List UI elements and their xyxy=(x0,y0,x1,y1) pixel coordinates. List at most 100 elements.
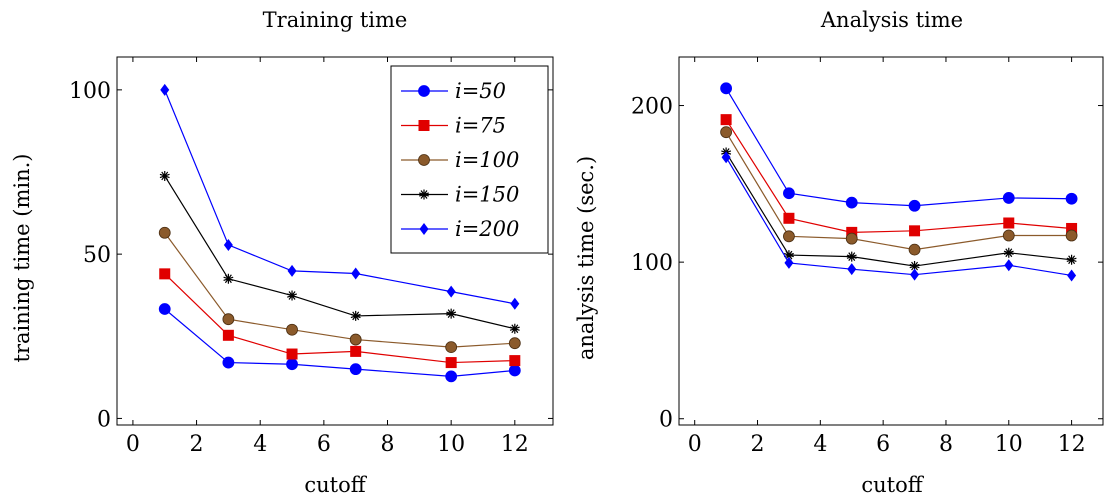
legend-label: i=150 xyxy=(455,183,519,207)
x-tick-label: 12 xyxy=(501,432,529,457)
series-i-100 xyxy=(158,226,521,354)
axis-ticks: 0 2 4 6 8 10 12 0 100 200 xyxy=(631,57,1103,457)
legend-label: i=50 xyxy=(455,79,506,103)
x-tick-label: 2 xyxy=(751,432,765,457)
series-line xyxy=(725,156,1072,277)
series-line xyxy=(164,232,515,348)
series-line xyxy=(725,152,1072,267)
y-tick-label: 100 xyxy=(69,79,111,104)
data-point xyxy=(159,170,170,181)
data-point xyxy=(223,273,234,284)
training-time-chart: Training time cutoff training time (min.… xyxy=(10,8,554,497)
data-point xyxy=(909,261,920,272)
analysis-time-chart: Analysis time cutoff analysis time (sec.… xyxy=(574,8,1104,497)
x-tick-label: 12 xyxy=(1058,432,1086,457)
x-tick-label: 2 xyxy=(190,432,204,457)
legend-label: i=75 xyxy=(455,114,506,138)
y-tick-label: 200 xyxy=(631,95,673,120)
legend-entry: i=200 xyxy=(401,217,519,241)
data-point xyxy=(845,196,858,209)
y-axis-label: training time (min.) xyxy=(10,154,34,363)
data-point xyxy=(509,355,521,367)
data-point xyxy=(287,264,297,277)
data-point xyxy=(783,230,795,243)
data-point xyxy=(223,238,233,251)
x-axis-label: cutoff xyxy=(861,473,924,497)
data-point xyxy=(509,323,520,334)
data-point xyxy=(720,82,733,95)
x-tick-label: 8 xyxy=(381,432,395,457)
plot-area xyxy=(116,56,554,426)
plot-area xyxy=(678,56,1104,426)
data-point xyxy=(287,290,298,301)
axis-ticks: 0 2 4 6 8 10 12 0 50 100 xyxy=(69,57,553,457)
data-point xyxy=(160,83,170,96)
data-point xyxy=(908,243,921,256)
series-i-50 xyxy=(720,82,1078,212)
y-tick-label: 100 xyxy=(631,251,673,276)
x-tick-label: 4 xyxy=(253,432,267,457)
legend-marker xyxy=(419,223,429,235)
data-point xyxy=(847,263,857,276)
x-axis-label: cutoff xyxy=(304,473,367,497)
series-line xyxy=(164,175,515,330)
data-point xyxy=(909,225,921,237)
data-point xyxy=(508,364,521,377)
series-i-150 xyxy=(159,170,520,334)
legend-marker xyxy=(419,189,429,200)
data-point xyxy=(1003,247,1014,258)
data-point xyxy=(286,348,298,360)
x-tick-label: 0 xyxy=(126,432,140,457)
x-tick-label: 4 xyxy=(813,432,827,457)
data-point xyxy=(222,313,235,326)
data-point xyxy=(1066,222,1078,234)
series-i-200 xyxy=(721,151,1077,282)
data-point xyxy=(910,268,920,281)
legend-marker xyxy=(418,120,430,131)
series-line xyxy=(725,88,1072,207)
data-point xyxy=(350,345,362,357)
series-i-75 xyxy=(720,114,1078,238)
series-i-200 xyxy=(160,83,520,310)
data-point xyxy=(158,303,171,315)
chart-title: Training time xyxy=(263,8,408,32)
data-point xyxy=(1004,259,1014,272)
data-point xyxy=(845,232,858,245)
data-point xyxy=(908,199,921,212)
data-point xyxy=(783,187,795,200)
series-i-75 xyxy=(159,268,521,369)
data-point xyxy=(446,308,457,319)
data-point xyxy=(159,268,171,280)
data-point xyxy=(445,341,458,354)
legend-entry: i=150 xyxy=(401,183,519,207)
data-point xyxy=(783,212,795,224)
plot-series xyxy=(158,83,521,383)
data-point xyxy=(846,226,858,238)
data-point xyxy=(1065,192,1078,205)
data-point xyxy=(286,358,298,371)
data-point xyxy=(350,310,361,321)
data-point xyxy=(446,285,456,298)
y-axis-label: analysis time (sec.) xyxy=(574,156,598,360)
data-point xyxy=(510,297,520,310)
data-point xyxy=(846,251,857,262)
series-line xyxy=(164,273,515,364)
chart-title: Analysis time xyxy=(820,8,963,32)
data-point xyxy=(721,151,731,164)
series-i-100 xyxy=(720,126,1078,256)
data-point xyxy=(1002,192,1015,204)
y-tick-label: 50 xyxy=(83,243,111,268)
x-tick-label: 6 xyxy=(876,432,890,457)
data-point xyxy=(1067,269,1077,282)
data-point xyxy=(222,356,235,369)
data-point xyxy=(784,256,794,269)
legend-entry: i=50 xyxy=(401,79,506,103)
data-point xyxy=(351,267,361,280)
data-point xyxy=(445,370,458,383)
x-tick-label: 6 xyxy=(317,432,331,457)
data-point xyxy=(1003,217,1015,229)
data-point xyxy=(1065,229,1078,242)
data-point xyxy=(1066,254,1077,265)
plot-series xyxy=(720,82,1078,282)
